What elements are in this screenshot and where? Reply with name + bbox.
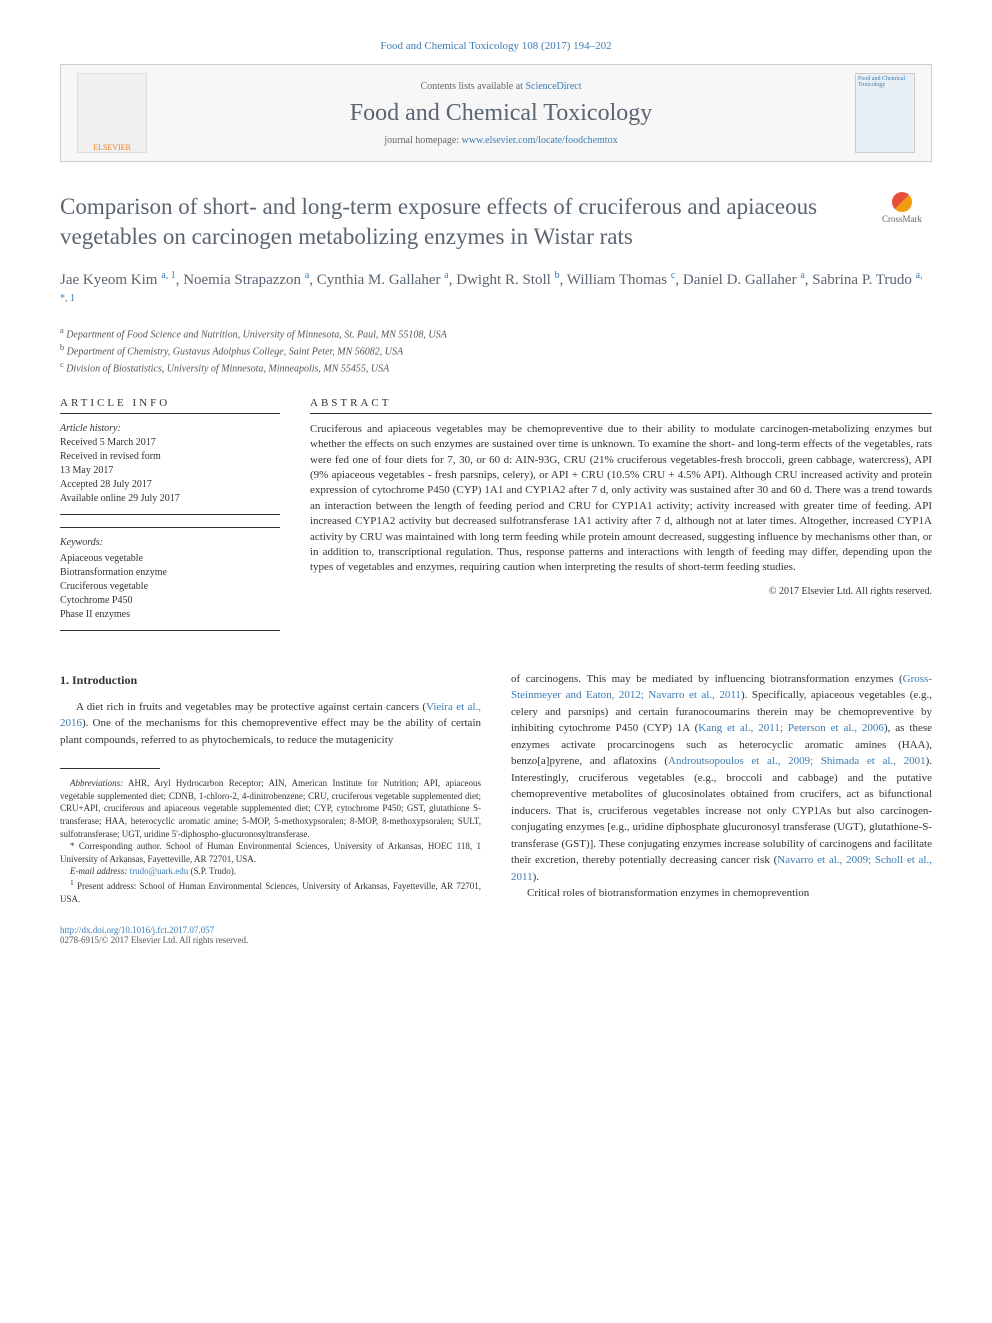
- intro-text-post: ). One of the mechanisms for this chemop…: [60, 717, 481, 746]
- history-label: Article history:: [60, 422, 280, 436]
- authors-list: Jae Kyeom Kim a, 1, Noemia Strapazzon a,…: [60, 268, 932, 315]
- email-suffix: (S.P. Trudo).: [188, 866, 236, 876]
- email-footnote: E-mail address: trudo@uark.edu (S.P. Tru…: [60, 865, 481, 878]
- footnote-separator: [60, 768, 160, 769]
- keyword-item: Cytochrome P450: [60, 594, 280, 608]
- journal-cover-thumb: Food and Chemical Toxicology: [855, 73, 915, 153]
- article-history: Article history: Received 5 March 2017Re…: [60, 413, 280, 515]
- journal-name: Food and Chemical Toxicology: [147, 100, 855, 127]
- crossmark-icon: [892, 192, 912, 212]
- col2-paragraph-1: of carcinogens. This may be mediated by …: [511, 671, 932, 886]
- abstract-column: ABSTRACT Cruciferous and apiaceous veget…: [310, 397, 932, 631]
- right-column: of carcinogens. This may be mediated by …: [511, 671, 932, 905]
- journal-header: ELSEVIER Contents lists available at Sci…: [60, 64, 932, 162]
- publisher-logo: ELSEVIER: [77, 73, 147, 153]
- abstract-label: ABSTRACT: [310, 397, 932, 409]
- contents-prefix: Contents lists available at: [420, 81, 525, 92]
- history-line: Accepted 28 July 2017: [60, 478, 280, 492]
- abbrev-text: AHR, Aryl Hydrocarbon Receptor; AIN, Ame…: [60, 778, 481, 838]
- keywords-label: Keywords:: [60, 536, 280, 550]
- sciencedirect-link[interactable]: ScienceDirect: [525, 81, 581, 92]
- col2-ref2[interactable]: Kang et al., 2011; Peterson et al., 2006: [698, 722, 884, 734]
- publisher-logo-text: ELSEVIER: [93, 143, 131, 152]
- contents-line: Contents lists available at ScienceDirec…: [147, 81, 855, 92]
- present-text: Present address: School of Human Environ…: [60, 881, 481, 904]
- intro-heading: 1. Introduction: [60, 671, 481, 689]
- keyword-item: Phase II enzymes: [60, 608, 280, 622]
- keyword-item: Apiaceous vegetable: [60, 552, 280, 566]
- keyword-item: Cruciferous vegetable: [60, 580, 280, 594]
- email-link[interactable]: trudo@uark.edu: [130, 866, 189, 876]
- intro-paragraph: A diet rich in fruits and vegetables may…: [60, 699, 481, 749]
- history-line: Available online 29 July 2017: [60, 492, 280, 506]
- abstract-copyright: © 2017 Elsevier Ltd. All rights reserved…: [310, 586, 932, 597]
- col2-text: ).: [533, 871, 539, 883]
- history-line: 13 May 2017: [60, 464, 280, 478]
- body-columns: 1. Introduction A diet rich in fruits an…: [60, 671, 932, 905]
- abstract-text: Cruciferous and apiaceous vegetables may…: [310, 413, 932, 576]
- footnotes: Abbreviations: AHR, Aryl Hydrocarbon Rec…: [60, 777, 481, 905]
- keywords-block: Keywords: Apiaceous vegetableBiotransfor…: [60, 527, 280, 631]
- abbreviations-footnote: Abbreviations: AHR, Aryl Hydrocarbon Rec…: [60, 777, 481, 840]
- article-title: Comparison of short- and long-term expos…: [60, 192, 852, 252]
- affiliation-line: b Department of Chemistry, Gustavus Adol…: [60, 342, 932, 359]
- col2-ref3[interactable]: Androutsopoulos et al., 2009; Shimada et…: [668, 755, 926, 767]
- issn-line: 0278-6915/© 2017 Elsevier Ltd. All right…: [60, 935, 248, 945]
- crossmark-badge[interactable]: CrossMark: [872, 192, 932, 224]
- doi-link[interactable]: http://dx.doi.org/10.1016/j.fct.2017.07.…: [60, 925, 214, 935]
- affiliations: a Department of Food Science and Nutriti…: [60, 325, 932, 377]
- affiliation-line: c Division of Biostatistics, University …: [60, 359, 932, 376]
- article-info-column: ARTICLE INFO Article history: Received 5…: [60, 397, 280, 631]
- left-column: 1. Introduction A diet rich in fruits an…: [60, 671, 481, 905]
- corresponding-author-footnote: * Corresponding author. School of Human …: [60, 840, 481, 865]
- article-info-label: ARTICLE INFO: [60, 397, 280, 409]
- col2-text: of carcinogens. This may be mediated by …: [511, 673, 903, 685]
- homepage-link[interactable]: www.elsevier.com/locate/foodchemtox: [462, 135, 618, 146]
- col2-paragraph-2: Critical roles of biotransformation enzy…: [511, 885, 932, 902]
- homepage-prefix: journal homepage:: [384, 135, 461, 146]
- history-line: Received in revised form: [60, 450, 280, 464]
- history-line: Received 5 March 2017: [60, 436, 280, 450]
- crossmark-label: CrossMark: [882, 214, 922, 224]
- email-label: E-mail address:: [70, 866, 130, 876]
- corr-label: * Corresponding author.: [70, 841, 166, 851]
- top-citation: Food and Chemical Toxicology 108 (2017) …: [60, 40, 932, 52]
- affiliation-line: a Department of Food Science and Nutriti…: [60, 325, 932, 342]
- keyword-item: Biotransformation enzyme: [60, 566, 280, 580]
- homepage-line: journal homepage: www.elsevier.com/locat…: [147, 135, 855, 146]
- page-footer: http://dx.doi.org/10.1016/j.fct.2017.07.…: [60, 925, 932, 945]
- intro-text-pre: A diet rich in fruits and vegetables may…: [76, 701, 426, 713]
- col2-text: ). Interestingly, cruciferous vegetables…: [511, 755, 932, 866]
- present-address-footnote: 1 Present address: School of Human Envir…: [60, 878, 481, 905]
- abbrev-label: Abbreviations:: [70, 778, 123, 788]
